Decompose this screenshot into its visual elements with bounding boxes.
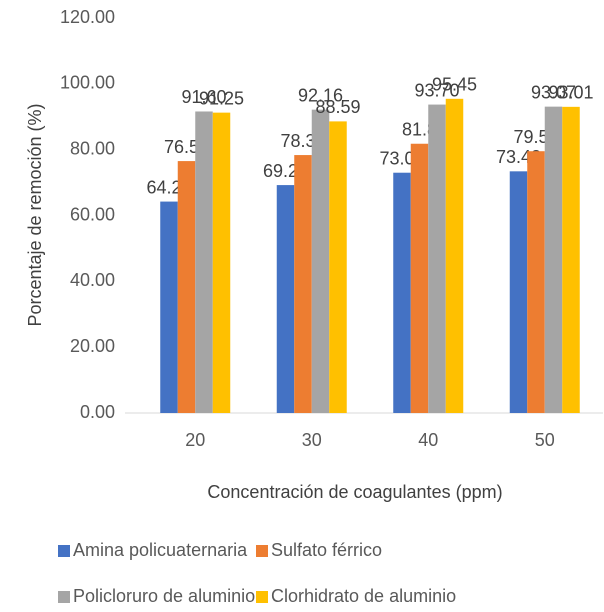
bar <box>195 111 213 413</box>
y-tick-label: 0.00 <box>80 402 115 422</box>
bar <box>562 106 580 413</box>
bar <box>160 201 178 413</box>
y-tick-label: 20.00 <box>70 336 115 356</box>
y-tick-label: 120.00 <box>60 7 115 27</box>
bar <box>393 172 411 413</box>
value-label: 93.07 <box>531 82 576 102</box>
x-axis-title: Concentración de coagulantes (ppm) <box>207 482 502 502</box>
bar <box>276 185 295 413</box>
x-tick-label: 50 <box>535 430 555 450</box>
y-tick-label: 100.00 <box>60 73 115 93</box>
bar <box>212 112 231 414</box>
legend-swatch <box>256 545 268 557</box>
bar <box>410 143 429 413</box>
bar <box>294 155 312 413</box>
value-label: 88.59 <box>315 97 360 117</box>
x-tick-label: 40 <box>418 430 438 450</box>
legend-swatch <box>256 591 268 603</box>
bar <box>329 121 347 414</box>
legend-label: Policloruro de aluminio <box>73 586 255 606</box>
value-label: 91.60 <box>181 87 226 107</box>
legend-label: Amina policuaternaria <box>73 540 248 560</box>
y-tick-label: 40.00 <box>70 270 115 290</box>
y-tick-label: 80.00 <box>70 138 115 158</box>
y-axis-title: Porcentaje de remoción (%) <box>25 103 45 326</box>
bar <box>177 161 196 413</box>
legend-swatch <box>58 545 70 557</box>
y-tick-label: 60.00 <box>70 204 115 224</box>
legend-label: Sulfato férrico <box>271 540 382 560</box>
bar <box>544 106 563 413</box>
value-label: 93.01 <box>548 83 593 103</box>
legend-label: Clorhidrato de aluminio <box>271 586 456 606</box>
value-label: 93.70 <box>414 80 459 100</box>
bar <box>428 104 446 413</box>
legend-swatch <box>58 591 70 603</box>
bar <box>527 151 545 413</box>
x-tick-label: 20 <box>185 430 205 450</box>
bar <box>445 98 464 413</box>
bar <box>311 109 330 413</box>
x-tick-label: 30 <box>302 430 322 450</box>
value-label: 91.25 <box>199 88 244 108</box>
value-label: 95.45 <box>432 75 477 95</box>
value-label: 92.16 <box>298 85 343 105</box>
bar <box>509 171 528 413</box>
